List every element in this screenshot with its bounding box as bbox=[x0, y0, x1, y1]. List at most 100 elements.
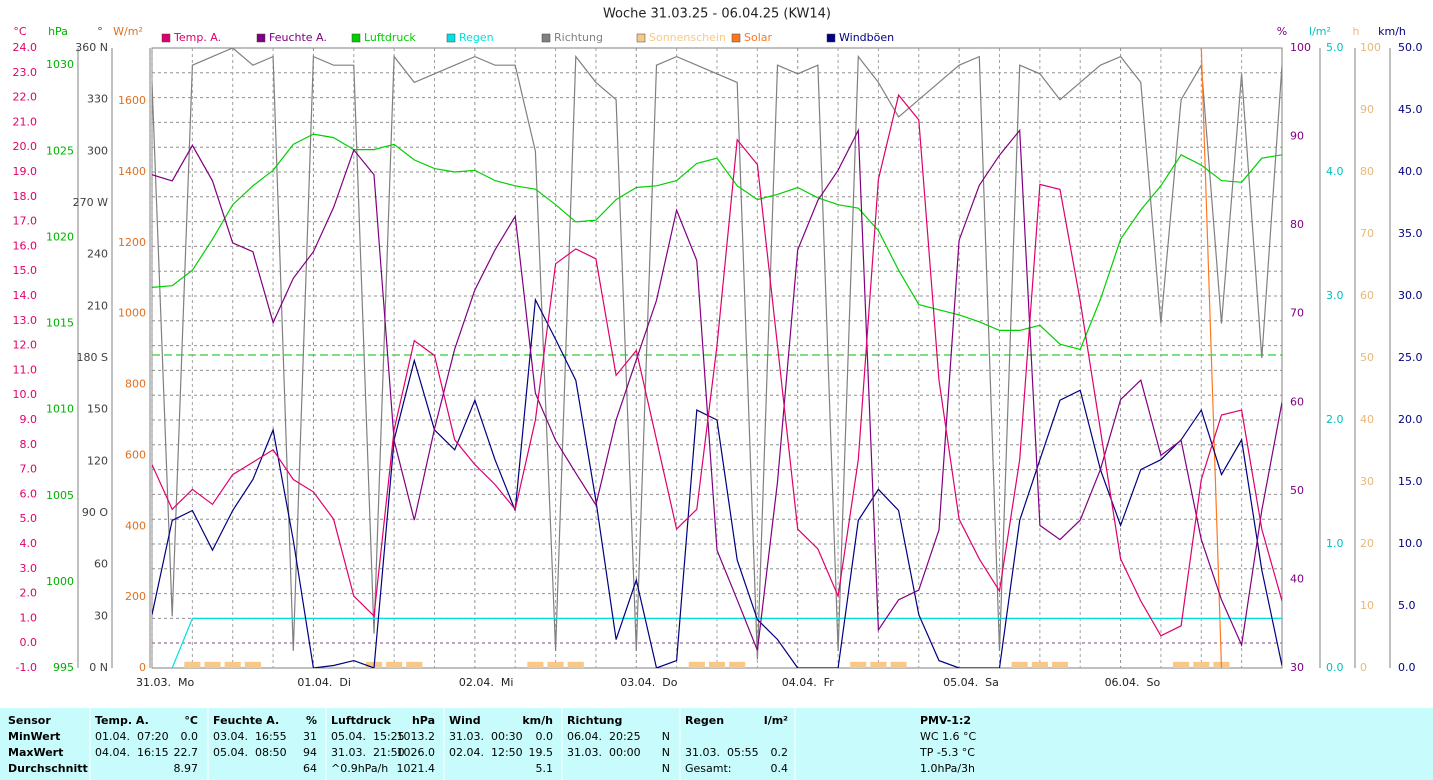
y-tick-label: 40 bbox=[1360, 413, 1374, 426]
table-cell-time: Gesamt: bbox=[685, 762, 732, 775]
y-tick-label: 5.0 bbox=[20, 512, 38, 525]
sunshine-bar bbox=[708, 661, 726, 668]
table-row-label: MinWert bbox=[8, 730, 60, 743]
axis-unit: l/m² bbox=[1309, 25, 1331, 38]
table-cell-value: N bbox=[662, 762, 670, 775]
y-tick-label: 1000 bbox=[46, 575, 74, 588]
y-tick-label: 90 bbox=[1360, 103, 1374, 116]
legend-label: Regen bbox=[459, 31, 494, 44]
y-tick-label: 16.0 bbox=[13, 239, 38, 252]
table-cell-value: 31 bbox=[303, 730, 317, 743]
series-line bbox=[152, 297, 1282, 668]
y-tick-label: 30 bbox=[94, 609, 108, 622]
sunshine-bar bbox=[244, 661, 261, 668]
table-cell-value: 0.4 bbox=[771, 762, 789, 775]
sunshine-bar bbox=[1011, 661, 1028, 668]
table-cell-value: 8.97 bbox=[174, 762, 199, 775]
y-tick-label: 20.0 bbox=[1398, 413, 1423, 426]
table-cell-value: 94 bbox=[303, 746, 317, 759]
y-tick-label: 10.0 bbox=[13, 388, 38, 401]
y-tick-label: 5.0 bbox=[1326, 41, 1344, 54]
table-cell-value: 0.0 bbox=[181, 730, 199, 743]
x-tick-label: 02.04. Mi bbox=[459, 676, 514, 689]
y-tick-label: 1.0 bbox=[1326, 537, 1344, 550]
table-cell-value: 22.7 bbox=[174, 746, 199, 759]
legend-swatch bbox=[161, 33, 171, 43]
y-tick-label: 90 bbox=[1290, 130, 1304, 143]
table-cell-value: 0.2 bbox=[771, 746, 789, 759]
table-header: Sensor bbox=[8, 714, 51, 727]
legend-label: Solar bbox=[744, 31, 773, 44]
y-tick-label: 14.0 bbox=[13, 289, 38, 302]
y-tick-label: 100 bbox=[1290, 41, 1311, 54]
y-tick-label: 3.0 bbox=[20, 562, 38, 575]
legend-swatch bbox=[541, 33, 551, 43]
y-tick-label: 0.0 bbox=[1326, 661, 1344, 674]
table-column-unit: % bbox=[306, 714, 317, 727]
x-tick-label: 31.03. Mo bbox=[136, 676, 194, 689]
y-tick-label: 1600 bbox=[118, 94, 146, 107]
table-column-unit: km/h bbox=[522, 714, 553, 727]
table-column-unit: °C bbox=[184, 714, 198, 727]
legend-swatch bbox=[826, 33, 836, 43]
table-cell-time: 05.04. 08:50 bbox=[213, 746, 287, 759]
y-tick-label: 0 N bbox=[89, 661, 108, 674]
table-column-title: Temp. A. bbox=[95, 714, 149, 727]
y-tick-label: 1200 bbox=[118, 236, 146, 249]
y-tick-label: 1005 bbox=[46, 489, 74, 502]
sunshine-bar bbox=[729, 661, 746, 668]
sunshine-bar bbox=[1193, 661, 1210, 668]
y-tick-label: 30.0 bbox=[1398, 289, 1423, 302]
sunshine-bar bbox=[527, 661, 544, 668]
y-tick-label: 70 bbox=[1360, 227, 1374, 240]
sunshine-bar bbox=[688, 661, 705, 668]
y-tick-label: 15.0 bbox=[13, 264, 38, 277]
legend-label: Feuchte A. bbox=[269, 31, 327, 44]
x-tick-label: 05.04. Sa bbox=[943, 676, 999, 689]
y-tick-label: 50 bbox=[1360, 351, 1374, 364]
y-tick-label: 1.0 bbox=[20, 611, 38, 624]
sunshine-bar bbox=[406, 661, 423, 668]
table-row-label: Durchschnitt bbox=[8, 762, 88, 775]
y-tick-label: 60 bbox=[1360, 289, 1374, 302]
sunshine-bar bbox=[1173, 661, 1190, 668]
legend-label: Luftdruck bbox=[364, 31, 416, 44]
y-tick-label: 1020 bbox=[46, 230, 74, 243]
table-cell-value: N bbox=[662, 746, 670, 759]
axis-unit: h bbox=[1353, 25, 1360, 38]
y-tick-label: 1025 bbox=[46, 144, 74, 157]
y-tick-label: 30 bbox=[1360, 475, 1374, 488]
y-tick-label: 2.0 bbox=[20, 587, 38, 600]
y-tick-label: 45.0 bbox=[1398, 103, 1423, 116]
y-tick-label: 600 bbox=[125, 448, 146, 461]
y-tick-label: 10 bbox=[1360, 599, 1374, 612]
y-tick-label: 18.0 bbox=[13, 190, 38, 203]
table-column-title: Richtung bbox=[567, 714, 622, 727]
table-cell-value: 0.0 bbox=[536, 730, 554, 743]
y-tick-label: 7.0 bbox=[20, 463, 38, 476]
stats-panel bbox=[0, 708, 1433, 780]
sunshine-bar bbox=[224, 661, 241, 668]
y-tick-label: 270 W bbox=[73, 196, 108, 209]
legend-swatch bbox=[636, 33, 646, 43]
pmv-title: PMV-1:2 bbox=[920, 714, 971, 727]
axis-unit: °C bbox=[13, 25, 27, 38]
legend-label: Windböen bbox=[839, 31, 894, 44]
y-tick-label: 400 bbox=[125, 519, 146, 532]
series-line bbox=[152, 128, 1282, 651]
axis-unit: % bbox=[1277, 25, 1287, 38]
y-tick-label: 12.0 bbox=[13, 339, 38, 352]
table-cell-time: 04.04. 16:15 bbox=[95, 746, 169, 759]
sunshine-bar bbox=[567, 661, 584, 668]
y-tick-label: 25.0 bbox=[1398, 351, 1423, 364]
sunshine-bar bbox=[890, 661, 907, 668]
table-column-title: Regen bbox=[685, 714, 724, 727]
y-tick-label: 4.0 bbox=[1326, 165, 1344, 178]
y-tick-label: 30 bbox=[1290, 661, 1304, 674]
series-line bbox=[152, 133, 1282, 351]
y-tick-label: 1400 bbox=[118, 165, 146, 178]
y-tick-label: 1015 bbox=[46, 317, 74, 330]
y-tick-label: 0.0 bbox=[1398, 661, 1416, 674]
y-tick-label: 5.0 bbox=[1398, 599, 1416, 612]
